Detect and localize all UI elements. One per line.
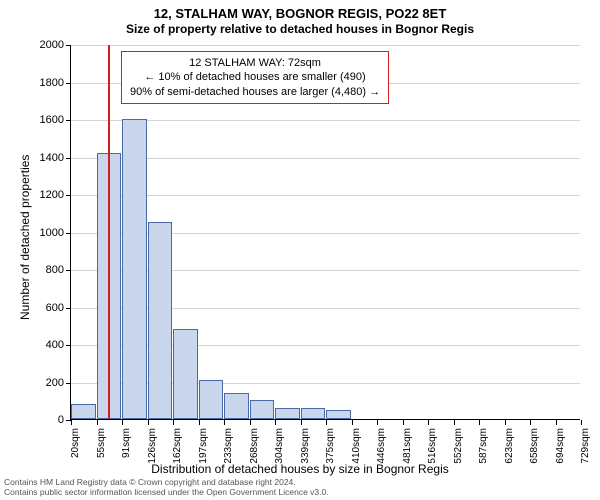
- y-tick: [66, 158, 71, 159]
- x-tick: [301, 420, 302, 425]
- x-tick-label: 658sqm: [529, 428, 540, 468]
- x-tick: [122, 420, 123, 425]
- histogram-bar: [326, 410, 351, 419]
- chart-title-main: 12, STALHAM WAY, BOGNOR REGIS, PO22 8ET: [0, 6, 600, 21]
- gridline-h: [71, 195, 580, 196]
- x-tick-label: 197sqm: [198, 428, 209, 468]
- x-tick-label: 410sqm: [351, 428, 362, 468]
- y-tick-label: 2000: [4, 39, 64, 51]
- annotation-box: 12 STALHAM WAY: 72sqm ← 10% of detached …: [121, 51, 389, 104]
- x-tick: [275, 420, 276, 425]
- x-tick: [479, 420, 480, 425]
- histogram-bar: [301, 408, 326, 419]
- y-tick: [66, 308, 71, 309]
- y-tick-label: 1400: [4, 152, 64, 164]
- y-tick-label: 1600: [4, 114, 64, 126]
- x-tick-label: 268sqm: [249, 428, 260, 468]
- x-tick-label: 623sqm: [504, 428, 515, 468]
- x-tick: [530, 420, 531, 425]
- y-tick: [66, 233, 71, 234]
- y-tick-label: 1000: [4, 227, 64, 239]
- y-tick: [66, 345, 71, 346]
- x-tick: [377, 420, 378, 425]
- x-tick: [148, 420, 149, 425]
- y-tick: [66, 45, 71, 46]
- y-tick: [66, 195, 71, 196]
- x-tick-label: 91sqm: [121, 428, 132, 468]
- x-tick: [454, 420, 455, 425]
- x-tick-label: 304sqm: [274, 428, 285, 468]
- marker-line: [108, 45, 110, 419]
- histogram-bar: [71, 404, 96, 419]
- footer-line-2: Contains public sector information licen…: [4, 488, 596, 498]
- annotation-line-3: 90% of semi-detached houses are larger (…: [130, 85, 380, 99]
- y-tick-label: 1200: [4, 189, 64, 201]
- x-tick-label: 375sqm: [325, 428, 336, 468]
- histogram-bar: [224, 393, 249, 419]
- chart-container: 12, STALHAM WAY, BOGNOR REGIS, PO22 8ET …: [0, 0, 600, 500]
- gridline-h: [71, 120, 580, 121]
- x-tick: [250, 420, 251, 425]
- histogram-bar: [173, 329, 198, 419]
- x-tick-label: 339sqm: [300, 428, 311, 468]
- y-tick: [66, 270, 71, 271]
- histogram-bar: [275, 408, 300, 419]
- x-tick: [97, 420, 98, 425]
- y-tick-label: 0: [4, 414, 64, 426]
- x-tick-label: 55sqm: [96, 428, 107, 468]
- gridline-h: [71, 45, 580, 46]
- histogram-bar: [199, 380, 224, 419]
- x-tick-label: 20sqm: [70, 428, 81, 468]
- y-tick-label: 1800: [4, 77, 64, 89]
- x-tick: [326, 420, 327, 425]
- x-tick-label: 516sqm: [427, 428, 438, 468]
- x-tick: [556, 420, 557, 425]
- x-tick: [352, 420, 353, 425]
- x-tick: [505, 420, 506, 425]
- x-tick: [581, 420, 582, 425]
- x-tick-label: 481sqm: [402, 428, 413, 468]
- y-tick-label: 800: [4, 264, 64, 276]
- x-tick-label: 126sqm: [147, 428, 158, 468]
- x-tick-label: 587sqm: [478, 428, 489, 468]
- x-tick-label: 162sqm: [172, 428, 183, 468]
- x-tick-label: 233sqm: [223, 428, 234, 468]
- y-tick-label: 400: [4, 339, 64, 351]
- x-tick-label: 694sqm: [555, 428, 566, 468]
- y-tick: [66, 83, 71, 84]
- histogram-bar: [122, 119, 147, 419]
- x-tick-label: 729sqm: [580, 428, 591, 468]
- footer-text: Contains HM Land Registry data © Crown c…: [4, 478, 596, 498]
- x-tick-label: 446sqm: [376, 428, 387, 468]
- x-tick: [199, 420, 200, 425]
- y-tick: [66, 120, 71, 121]
- annotation-line-1: 12 STALHAM WAY: 72sqm: [130, 56, 380, 70]
- y-tick-label: 200: [4, 377, 64, 389]
- annotation-line-2: ← 10% of detached houses are smaller (49…: [130, 70, 380, 84]
- x-tick: [224, 420, 225, 425]
- x-tick: [71, 420, 72, 425]
- x-tick: [428, 420, 429, 425]
- gridline-h: [71, 158, 580, 159]
- x-tick: [403, 420, 404, 425]
- plot-area: 12 STALHAM WAY: 72sqm ← 10% of detached …: [70, 45, 580, 420]
- histogram-bar: [148, 222, 173, 419]
- chart-title-sub: Size of property relative to detached ho…: [0, 22, 600, 36]
- y-tick: [66, 383, 71, 384]
- y-tick-label: 600: [4, 302, 64, 314]
- x-tick: [173, 420, 174, 425]
- histogram-bar: [250, 400, 275, 419]
- x-tick-label: 552sqm: [453, 428, 464, 468]
